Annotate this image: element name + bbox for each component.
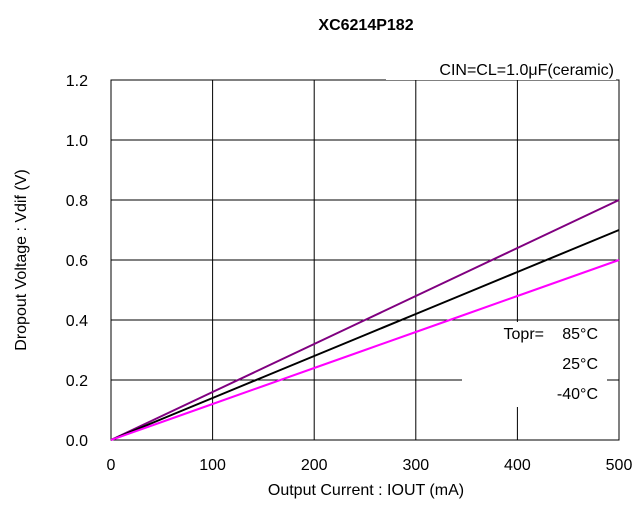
legend-item-85c: 85°C	[562, 326, 598, 343]
legend-box	[462, 322, 607, 407]
legend-header: Topr=	[504, 326, 544, 343]
y-tick-labels: 0.0 0.2 0.4 0.6 0.8 1.0 1.2	[66, 73, 88, 450]
y-tick-label: 0.8	[66, 193, 88, 210]
y-tick-label: 0.6	[66, 253, 88, 270]
y-tick-label: 0.0	[66, 433, 88, 450]
legend-item-neg40c: -40°C	[557, 386, 598, 403]
y-tick-label: 1.0	[66, 133, 88, 150]
condition-text: CIN=CL=1.0μF(ceramic)	[439, 62, 614, 79]
legend: Topr= 85°C 25°C -40°C	[462, 322, 607, 407]
x-tick-labels: 0 100 200 300 400 500	[107, 457, 633, 474]
series-line-0	[110, 199, 620, 441]
x-tick-label: 0	[107, 457, 116, 474]
series-layer	[110, 199, 620, 441]
x-axis-label: Output Current : IOUT (mA)	[268, 482, 464, 499]
y-tick-label: 0.4	[66, 313, 88, 330]
x-tick-label: 300	[402, 457, 429, 474]
y-axis-label: Dropout Voltage : Vdif (V)	[13, 169, 30, 350]
series-line-2	[110, 259, 620, 441]
legend-item-25c: 25°C	[562, 356, 598, 373]
condition-box	[386, 58, 616, 80]
x-tick-label: 400	[504, 457, 531, 474]
chart-title: XC6214P182	[318, 17, 413, 34]
y-tick-label: 1.2	[66, 73, 88, 90]
x-tick-label: 100	[199, 457, 226, 474]
series-line-1	[110, 229, 620, 441]
x-tick-label: 500	[606, 457, 633, 474]
y-tick-label: 0.2	[66, 373, 88, 390]
x-tick-label: 200	[301, 457, 328, 474]
